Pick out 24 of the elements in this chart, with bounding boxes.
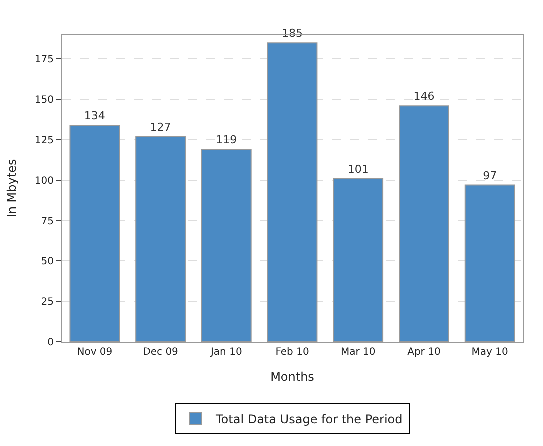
y-tick-label: 0 xyxy=(48,338,54,348)
data-label: 97 xyxy=(483,169,498,182)
x-tick-label: Jan 10 xyxy=(210,347,242,358)
y-tick-label: 150 xyxy=(34,95,54,106)
x-tick-label: May 10 xyxy=(472,347,508,358)
y-tick-label: 100 xyxy=(34,176,54,187)
y-tick-label: 125 xyxy=(34,136,54,147)
data-label: 119 xyxy=(216,134,238,147)
x-tick-label: Feb 10 xyxy=(276,347,310,358)
x-tick-label: Dec 09 xyxy=(143,347,178,358)
y-tick-label: 25 xyxy=(41,297,54,308)
x-axis-title: Months xyxy=(270,370,314,384)
legend-label: Total Data Usage for the Period xyxy=(215,412,403,427)
y-tick-label: 50 xyxy=(41,256,54,268)
y-tick-label: 175 xyxy=(34,54,54,66)
y-tick-label: 75 xyxy=(41,216,54,228)
x-tick-label: Mar 10 xyxy=(340,347,376,358)
data-label: 146 xyxy=(414,90,435,104)
x-tick-label: Nov 09 xyxy=(77,347,113,358)
data-label: 127 xyxy=(150,120,172,134)
data-label: 101 xyxy=(348,162,369,176)
data-label: 134 xyxy=(84,109,106,122)
y-axis-title: In Mbytes xyxy=(5,159,20,218)
x-tick-label: Apr 10 xyxy=(408,347,441,358)
